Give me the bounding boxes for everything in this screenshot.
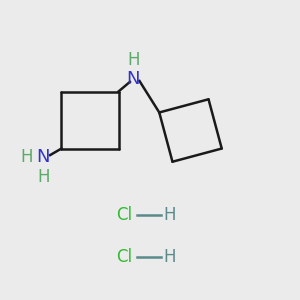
Text: N: N <box>127 70 140 88</box>
Text: N: N <box>37 148 50 166</box>
Text: Cl: Cl <box>116 206 133 224</box>
Text: Cl: Cl <box>116 248 133 266</box>
Text: H: H <box>164 248 176 266</box>
Text: H: H <box>127 51 140 69</box>
Text: H: H <box>164 206 176 224</box>
Text: H: H <box>21 148 33 166</box>
Text: H: H <box>37 168 50 186</box>
